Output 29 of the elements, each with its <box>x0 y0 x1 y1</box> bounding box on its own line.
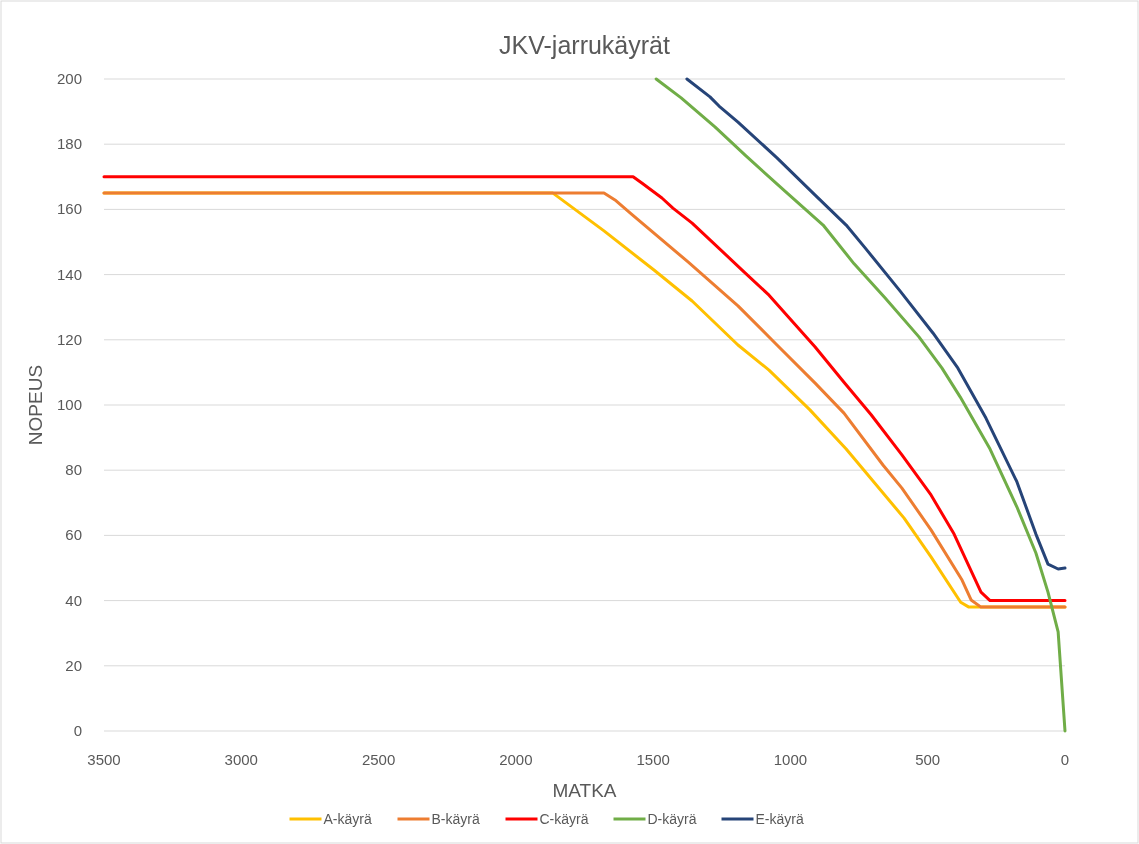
chart-title: JKV-jarrukäyrät <box>499 31 670 59</box>
x-axis-title: MATKA <box>552 780 617 801</box>
x-tick-label: 3500 <box>87 751 121 768</box>
y-tick-label: 200 <box>56 70 82 87</box>
y-tick-label: 20 <box>65 656 82 674</box>
x-tick-label: 1500 <box>636 751 670 768</box>
x-tick-label: 0 <box>1060 751 1070 768</box>
x-tick-label: 2000 <box>499 751 533 768</box>
y-tick-label: 0 <box>73 722 82 739</box>
legend-label: B-käyrä <box>431 811 480 827</box>
legend-label: C-käyrä <box>539 811 589 827</box>
y-tick-label: 100 <box>56 396 82 413</box>
legend-label: A-käyrä <box>323 811 372 827</box>
legend-label: D-käyrä <box>647 811 697 827</box>
y-tick-label: 40 <box>65 591 82 609</box>
line-series <box>685 77 1067 571</box>
y-tick-label: 120 <box>56 330 82 348</box>
y-tick-label: 160 <box>56 200 82 218</box>
y-tick-label: 180 <box>56 135 82 153</box>
y-tick-label: 140 <box>56 265 82 283</box>
x-tick-label: 3000 <box>224 751 258 768</box>
x-tick-label: 2500 <box>361 751 396 768</box>
y-tick-label: 80 <box>65 461 82 479</box>
x-tick-label: 1000 <box>773 751 808 768</box>
line-series <box>654 77 1067 733</box>
y-tick-label: 60 <box>65 526 82 544</box>
x-tick-label: 500 <box>915 751 941 768</box>
y-axis-title: NOPEUS <box>25 364 46 446</box>
legend-label: E-käyrä <box>755 811 804 827</box>
